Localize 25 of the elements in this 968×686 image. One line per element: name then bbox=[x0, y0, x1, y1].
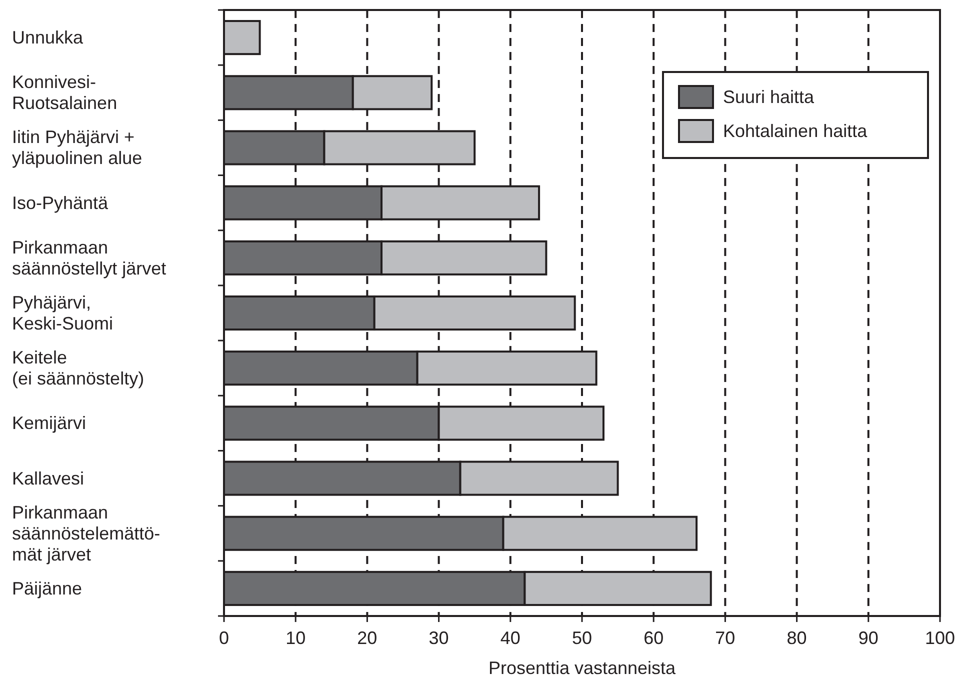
legend-label: Kohtalainen haitta bbox=[723, 121, 868, 141]
x-tick-label: 50 bbox=[572, 628, 592, 648]
x-tick-label: 60 bbox=[644, 628, 664, 648]
y-tick-label: Unnukka bbox=[12, 28, 84, 48]
y-tick-label: Konnivesi- Ruotsalainen bbox=[12, 72, 118, 114]
x-axis-title: Prosenttia vastanneista bbox=[488, 658, 677, 678]
x-tick-label: 20 bbox=[357, 628, 378, 648]
y-tick-label: Päijänne bbox=[12, 578, 82, 598]
y-tick-label: Pirkanmaan säännöstelemättö- mät järvet bbox=[12, 502, 160, 564]
x-tick-label: 30 bbox=[428, 628, 449, 648]
x-tick-label: 90 bbox=[858, 628, 878, 648]
y-tick-label: Pyhäjärvi, Keski-Suomi bbox=[12, 292, 114, 334]
x-tick-label: 100 bbox=[924, 628, 956, 648]
y-tick-label: Kallavesi bbox=[12, 468, 84, 488]
x-tick-label: 80 bbox=[786, 628, 807, 648]
x-tick-label: 40 bbox=[500, 628, 520, 648]
y-tick-label: Keitele (ei säännöstelty) bbox=[12, 348, 144, 389]
y-tick-label: Pirkanmaan säännöstellyt järvet bbox=[12, 237, 166, 278]
y-tick-label: Kemijärvi bbox=[12, 413, 86, 434]
x-tick-label: 0 bbox=[218, 628, 230, 648]
x-tick-label: 10 bbox=[286, 628, 306, 648]
legend-label: Suuri haitta bbox=[723, 87, 816, 107]
x-tick-label: 70 bbox=[715, 628, 736, 648]
y-tick-label: Iso-Pyhäntä bbox=[12, 192, 110, 213]
y-tick-label: Iitin Pyhäjärvi + yläpuolinen alue bbox=[12, 127, 142, 168]
